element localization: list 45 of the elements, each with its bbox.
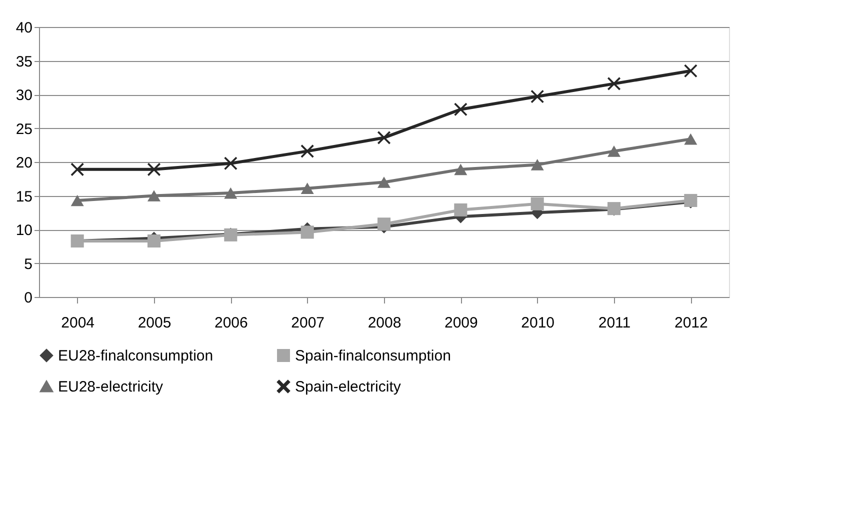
point <box>530 159 544 170</box>
legend-label: Spain-electricity <box>295 378 402 396</box>
point <box>147 162 161 176</box>
x-tick-label: 2006 <box>214 314 248 332</box>
y-tick-label: 5 <box>24 256 32 273</box>
y-tick-label: 20 <box>16 154 32 172</box>
point <box>377 176 391 188</box>
y-tick-label: 40 <box>16 20 32 36</box>
point <box>377 131 391 144</box>
y-tick-label: 10 <box>16 222 32 239</box>
legend-label: EU28-finalconsumption <box>58 348 214 365</box>
point <box>530 90 544 104</box>
point <box>377 218 391 231</box>
y-tick-label: 25 <box>16 120 32 138</box>
point <box>454 203 468 216</box>
point <box>454 164 468 176</box>
point <box>684 133 698 145</box>
x-tick-label: 2010 <box>521 314 555 332</box>
point <box>70 162 84 176</box>
point <box>147 190 161 202</box>
point <box>607 77 621 90</box>
y-tick-label: 30 <box>16 87 32 104</box>
legend-label: EU28-electricity <box>58 378 164 396</box>
x-tick-label: 2012 <box>674 314 708 332</box>
point <box>70 194 84 206</box>
x-tick-label: 2007 <box>291 314 325 332</box>
x-tick-label: 2008 <box>368 314 402 332</box>
point <box>454 102 468 116</box>
point <box>684 64 698 78</box>
point <box>300 226 314 239</box>
point <box>530 197 544 210</box>
point <box>224 187 238 199</box>
point <box>224 156 238 170</box>
x-tick-label: 2009 <box>444 314 478 332</box>
point <box>147 234 161 248</box>
y-tick-label: 0 <box>24 290 32 306</box>
point <box>607 146 621 157</box>
x-tick-label: 2004 <box>61 314 95 332</box>
x-tick-label: 2011 <box>598 314 631 332</box>
x-tick-label: 2005 <box>138 314 172 332</box>
point <box>300 144 314 158</box>
legend-label: Spain-finalconsumption <box>295 348 451 365</box>
y-tick-label: 15 <box>16 188 32 206</box>
point <box>300 182 314 194</box>
y-tick-label: 35 <box>16 53 32 70</box>
